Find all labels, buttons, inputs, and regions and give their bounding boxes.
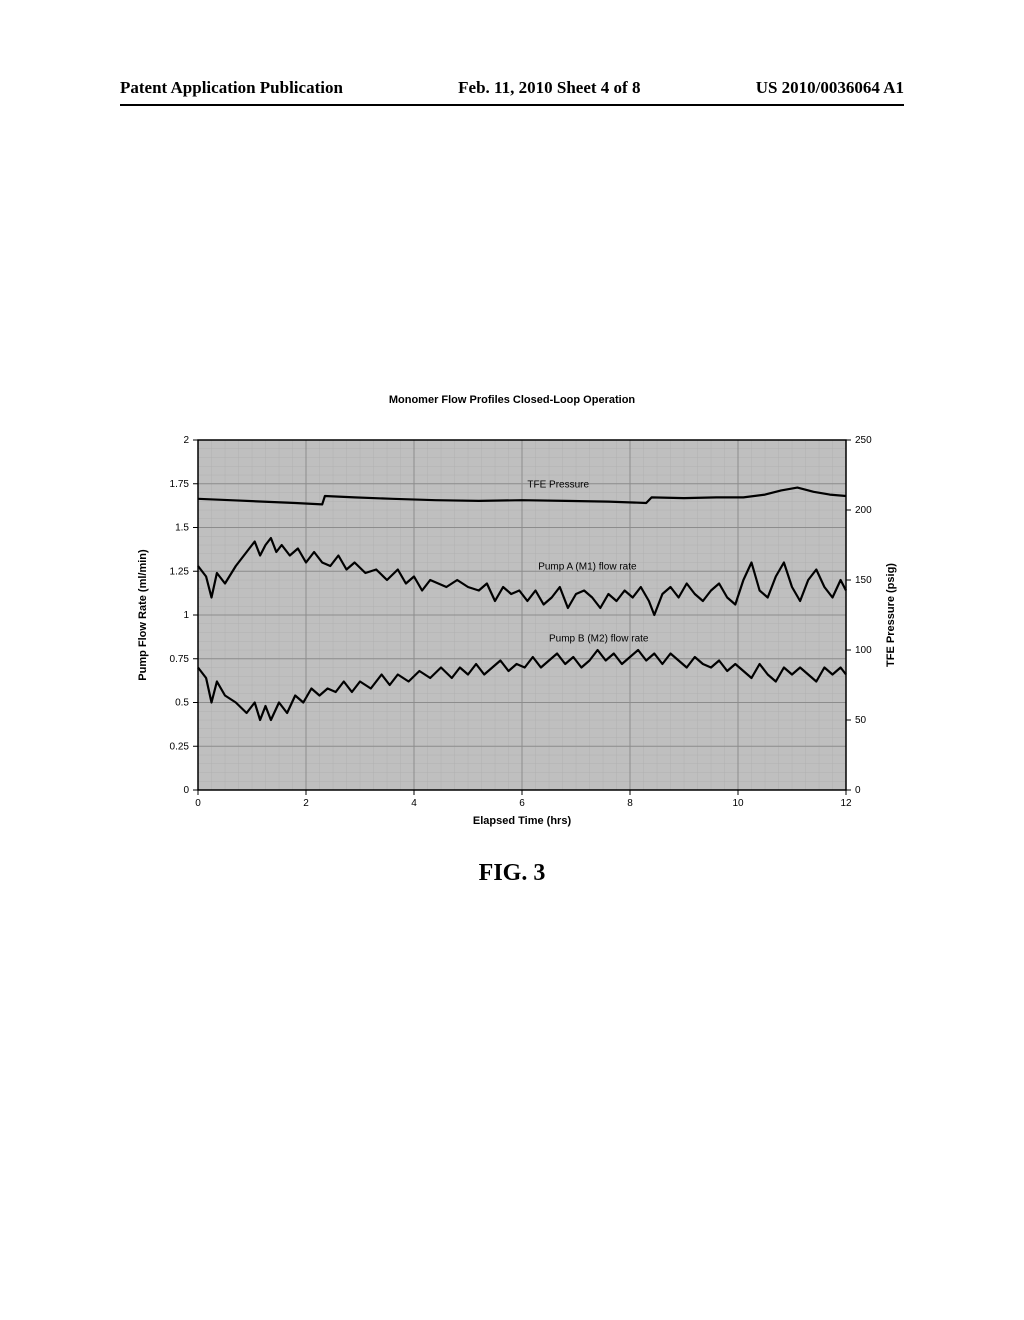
series-annotation: TFE Pressure [527, 479, 589, 490]
figure-caption: FIG. 3 [0, 860, 1024, 887]
y-left-tick-label: 1.5 [175, 523, 189, 534]
header-center: Feb. 11, 2010 Sheet 4 of 8 [458, 78, 640, 98]
y-right-axis-label: TFE Pressure (psig) [885, 563, 897, 667]
x-tick-label: 12 [840, 798, 852, 809]
page-header: Patent Application Publication Feb. 11, … [120, 78, 904, 98]
y-left-tick-label: 1.75 [170, 479, 190, 490]
x-axis-label: Elapsed Time (hrs) [473, 815, 572, 827]
y-right-tick-label: 100 [855, 645, 872, 656]
y-left-tick-label: 1 [183, 610, 189, 621]
y-left-tick-label: 0.5 [175, 698, 189, 709]
y-left-tick-label: 0.25 [170, 741, 190, 752]
y-right-tick-label: 150 [855, 575, 872, 586]
chart-svg: 02468101200.250.50.7511.251.51.752050100… [120, 420, 904, 840]
chart-title: Monomer Flow Profiles Closed-Loop Operat… [0, 394, 1024, 406]
header-left: Patent Application Publication [120, 78, 343, 98]
series-annotation: Pump B (M2) flow rate [549, 633, 649, 644]
y-right-tick-label: 200 [855, 505, 872, 516]
y-right-tick-label: 0 [855, 785, 861, 796]
y-left-tick-label: 0.75 [170, 654, 190, 665]
x-tick-label: 6 [519, 798, 525, 809]
x-tick-label: 8 [627, 798, 633, 809]
y-right-tick-label: 50 [855, 715, 867, 726]
y-left-axis-label: Pump Flow Rate (ml/min) [137, 549, 149, 681]
page: Patent Application Publication Feb. 11, … [0, 0, 1024, 1320]
x-tick-label: 10 [732, 798, 744, 809]
header-rule [120, 104, 904, 106]
series-annotation: Pump A (M1) flow rate [538, 562, 637, 573]
y-left-tick-label: 0 [183, 785, 189, 796]
x-tick-label: 2 [303, 798, 309, 809]
header-right: US 2010/0036064 A1 [756, 78, 904, 98]
chart-container: 02468101200.250.50.7511.251.51.752050100… [120, 420, 904, 840]
x-tick-label: 4 [411, 798, 417, 809]
y-left-tick-label: 2 [183, 435, 189, 446]
y-left-tick-label: 1.25 [170, 566, 190, 577]
x-tick-label: 0 [195, 798, 201, 809]
y-right-tick-label: 250 [855, 435, 872, 446]
